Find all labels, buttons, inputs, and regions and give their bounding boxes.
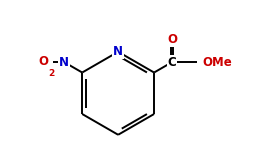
Text: OMe: OMe <box>202 56 232 69</box>
Text: O: O <box>167 33 177 46</box>
Text: C: C <box>168 56 176 69</box>
Text: N: N <box>113 45 123 58</box>
Text: 2: 2 <box>48 69 54 78</box>
Text: N: N <box>59 56 69 69</box>
Text: O: O <box>38 55 48 68</box>
